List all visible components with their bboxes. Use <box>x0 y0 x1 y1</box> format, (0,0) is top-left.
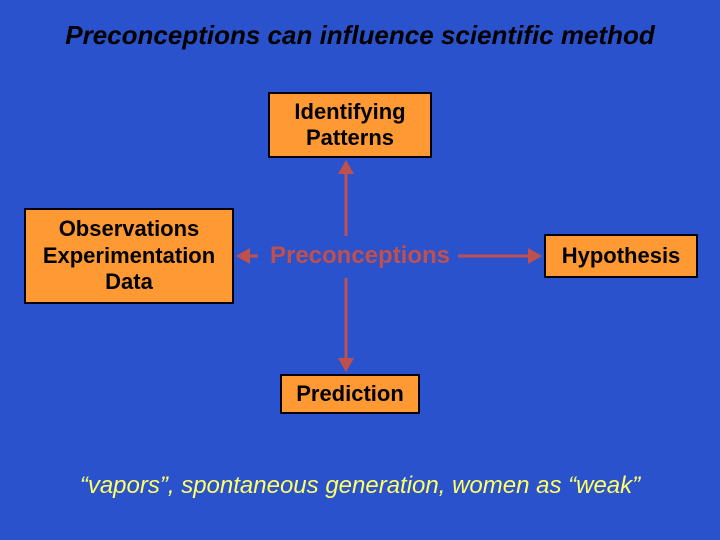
node-line: Observations <box>59 216 200 242</box>
node-line: Patterns <box>306 125 394 151</box>
center-preconceptions: Preconceptions <box>260 242 460 270</box>
bottom-examples: “vapors”, spontaneous generation, women … <box>0 472 720 500</box>
node-line: Identifying <box>294 99 405 125</box>
node-line: Data <box>105 269 153 295</box>
node-line: Prediction <box>296 381 404 407</box>
node-observations: ObservationsExperimentationData <box>24 208 234 304</box>
slide-title: Preconceptions can influence scientific … <box>0 20 720 51</box>
node-prediction: Prediction <box>280 374 420 414</box>
node-line: Experimentation <box>43 243 215 269</box>
node-hypothesis: Hypothesis <box>544 234 698 278</box>
node-line: Hypothesis <box>562 243 681 269</box>
node-identifying-patterns: IdentifyingPatterns <box>268 92 432 158</box>
